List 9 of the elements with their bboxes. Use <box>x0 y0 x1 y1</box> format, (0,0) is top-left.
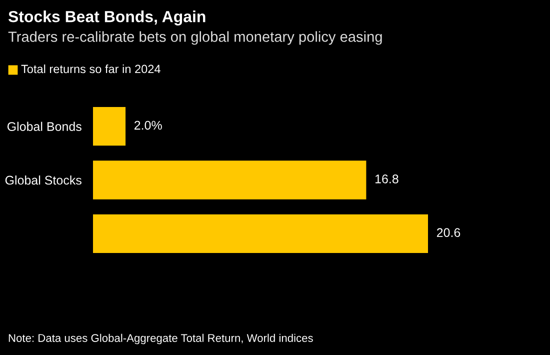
data-label: 16.8 <box>375 174 398 184</box>
chart-subtitle: Traders re-calibrate bets on global monetary policy easing <box>8 31 382 45</box>
text: Note: Data uses Global-Aggregate Total Return, World indices <box>8 334 313 344</box>
chart-title: Stocks Beat Bonds, Again <box>8 10 206 26</box>
y-tick-label: Global Stocks <box>5 175 82 185</box>
y-tick-label: Global Bonds <box>7 122 82 131</box>
legend-label: Total returns so far in 2024 <box>21 64 160 74</box>
data-label: 20.6 <box>436 228 460 238</box>
data-label: 2.0% <box>134 120 162 130</box>
